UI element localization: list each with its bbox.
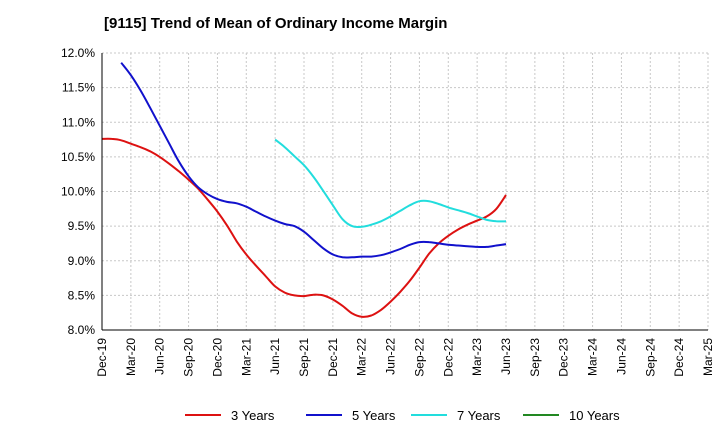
series-line-5-years — [120, 62, 507, 259]
legend-item-10-years: 10 Years — [523, 406, 620, 424]
y-tick-label: 9.0% — [68, 254, 96, 268]
y-tick-label: 8.0% — [68, 323, 96, 337]
legend-label: 7 Years — [457, 407, 501, 423]
legend-label: 5 Years — [352, 407, 396, 423]
legend-item-7-years: 7 Years — [411, 406, 500, 424]
x-tick-label: Sep-21 — [297, 338, 311, 377]
x-tick-label: Jun-20 — [153, 338, 167, 375]
x-tick-label: Dec-24 — [672, 338, 686, 377]
legend: 3 Years 5 Years 7 Years 10 Years — [0, 406, 720, 424]
legend-item-5-years: 5 Years — [306, 406, 395, 424]
legend-swatch — [306, 414, 342, 416]
x-tick-label: Jun-24 — [614, 338, 628, 375]
x-tick-label: Dec-20 — [210, 338, 224, 377]
x-tick-label: Dec-22 — [441, 338, 455, 377]
x-tick-label: Mar-25 — [701, 338, 715, 376]
y-tick-label: 12.0% — [61, 46, 95, 60]
x-tick-label: Jun-22 — [384, 338, 398, 375]
series-layer — [101, 62, 507, 318]
y-tick-label: 8.5% — [68, 288, 96, 302]
axis-layer: 8.0% 8.5% 9.0% 9.5% 10.0% 10.5% 11.0% 11.5% 12.0… — [61, 46, 715, 377]
legend-label: 3 Years — [231, 407, 275, 423]
legend-label: 10 Years — [569, 407, 620, 423]
x-tick-label: Mar-21 — [239, 338, 253, 376]
x-tick-label: Dec-21 — [326, 338, 340, 377]
x-tick-label: Jun-21 — [268, 338, 282, 375]
legend-item-3-years: 3 Years — [185, 406, 274, 424]
x-tick-label: Jun-23 — [499, 338, 513, 375]
y-tick-label: 9.5% — [68, 219, 96, 233]
legend-swatch — [523, 414, 559, 416]
plot-area — [102, 53, 708, 330]
legend-swatch — [185, 414, 221, 416]
x-tick-label: Mar-23 — [470, 338, 484, 376]
x-tick-label: Dec-19 — [95, 338, 109, 377]
y-tick-label: 10.0% — [61, 185, 95, 199]
x-tick-label: Mar-24 — [586, 338, 600, 376]
x-tick-label: Sep-22 — [412, 338, 426, 377]
legend-swatch — [411, 414, 447, 416]
chart-title: [9115] Trend of Mean of Ordinary Income … — [104, 15, 448, 32]
y-tick-label: 11.5% — [62, 81, 95, 95]
x-tick-label: Dec-23 — [557, 338, 571, 377]
x-tick-label: Sep-20 — [182, 338, 196, 377]
x-tick-label: Mar-20 — [124, 338, 138, 376]
x-tick-label: Mar-22 — [355, 338, 369, 376]
x-tick-label: Sep-24 — [643, 338, 657, 377]
series-line-7-years — [274, 138, 507, 229]
y-tick-label: 11.0% — [62, 115, 95, 129]
x-tick-label: Sep-23 — [528, 338, 542, 377]
y-tick-label: 10.5% — [61, 150, 95, 164]
